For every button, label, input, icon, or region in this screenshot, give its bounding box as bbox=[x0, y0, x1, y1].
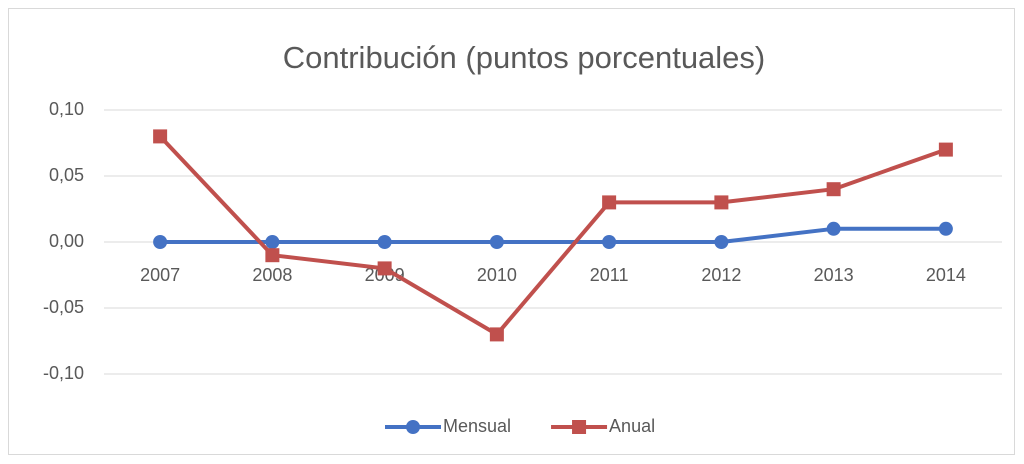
x-tick-label: 2011 bbox=[590, 265, 629, 285]
data-point bbox=[153, 129, 168, 144]
legend-marker bbox=[572, 420, 587, 434]
data-point bbox=[377, 235, 392, 249]
data-point bbox=[377, 261, 392, 276]
data-point bbox=[489, 235, 504, 249]
data-point bbox=[826, 182, 841, 197]
y-tick-label: 0,10 bbox=[49, 99, 84, 119]
data-point bbox=[714, 195, 729, 210]
y-tick-label: -0,05 bbox=[43, 297, 84, 317]
legend-label: Mensual bbox=[443, 416, 511, 436]
x-tick-label: 2014 bbox=[926, 265, 966, 285]
y-tick-label: 0,05 bbox=[49, 165, 84, 185]
data-point bbox=[938, 221, 953, 236]
data-point bbox=[714, 235, 729, 249]
data-point bbox=[153, 235, 168, 249]
series-line bbox=[158, 135, 947, 337]
x-tick-label: 2007 bbox=[140, 265, 180, 285]
data-point bbox=[265, 248, 280, 263]
series-line bbox=[160, 226, 946, 244]
legend-label: Anual bbox=[609, 416, 655, 436]
data-point bbox=[265, 235, 280, 249]
data-point bbox=[602, 195, 617, 210]
y-tick-label: -0,10 bbox=[43, 363, 84, 383]
y-tick-label: 0,00 bbox=[49, 231, 84, 251]
chart-border bbox=[8, 8, 1015, 455]
chart-title: Contribución (puntos porcentuales) bbox=[283, 40, 766, 75]
data-point bbox=[489, 327, 504, 342]
data-point bbox=[602, 235, 617, 249]
data-point bbox=[826, 221, 841, 236]
x-tick-label: 2008 bbox=[252, 265, 292, 285]
x-tick-label: 2010 bbox=[477, 265, 517, 285]
x-tick-label: 2013 bbox=[814, 265, 854, 285]
data-point bbox=[938, 142, 953, 157]
x-tick-label: 2012 bbox=[701, 265, 741, 285]
legend-marker bbox=[406, 420, 420, 434]
